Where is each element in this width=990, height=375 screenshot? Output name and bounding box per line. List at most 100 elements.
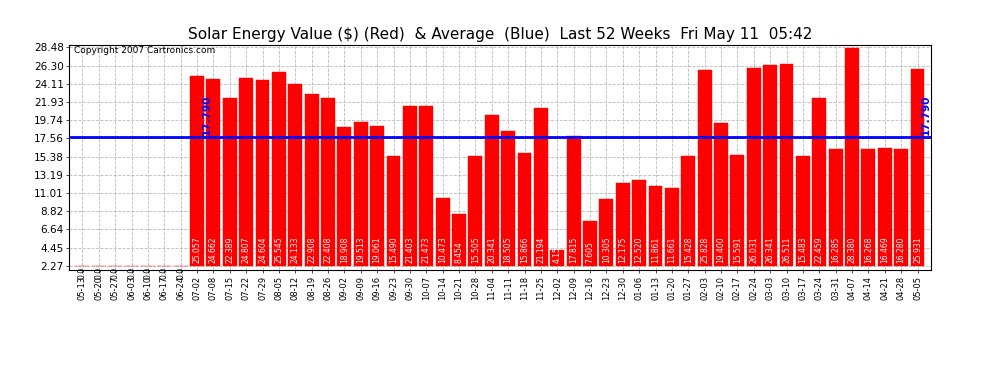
Text: 21.473: 21.473 [422, 237, 431, 263]
Bar [796, 156, 810, 266]
Bar [681, 156, 695, 266]
Text: 25.931: 25.931 [913, 237, 922, 263]
Text: 17.815: 17.815 [569, 237, 578, 263]
Text: 0.0: 0.0 [78, 267, 87, 279]
Text: 16.280: 16.280 [897, 237, 906, 263]
Bar [583, 221, 597, 266]
Bar [338, 127, 351, 266]
Text: 24.662: 24.662 [209, 237, 218, 263]
Bar [714, 123, 728, 266]
Text: 0.0: 0.0 [111, 267, 120, 279]
Text: 16.268: 16.268 [864, 237, 873, 263]
Text: 12.175: 12.175 [619, 237, 628, 263]
Bar [321, 98, 335, 266]
Text: 0.0: 0.0 [176, 267, 185, 279]
Bar [207, 79, 221, 266]
Bar [746, 68, 760, 266]
Text: 16.469: 16.469 [880, 237, 889, 263]
Bar [436, 198, 449, 266]
Text: 24.807: 24.807 [242, 237, 250, 263]
Bar [452, 214, 466, 266]
Text: 25.545: 25.545 [274, 237, 283, 263]
Bar [272, 72, 286, 266]
Text: 24.604: 24.604 [258, 237, 267, 263]
Bar [403, 106, 417, 266]
Text: 21.194: 21.194 [537, 237, 545, 263]
Text: 26.031: 26.031 [749, 237, 758, 263]
Bar [305, 94, 319, 266]
Bar [534, 108, 547, 266]
Text: 8.454: 8.454 [454, 242, 463, 263]
Text: 0.0: 0.0 [94, 267, 103, 279]
Bar [861, 149, 875, 266]
Text: 15.490: 15.490 [389, 237, 398, 263]
Bar [386, 156, 401, 266]
Text: 19.061: 19.061 [372, 237, 381, 263]
Bar [845, 48, 859, 266]
Text: 22.459: 22.459 [815, 237, 824, 263]
Bar [599, 199, 614, 266]
Bar [698, 70, 712, 266]
Text: 7.605: 7.605 [585, 242, 595, 263]
Text: 15.505: 15.505 [471, 237, 480, 263]
Bar [633, 180, 646, 266]
Text: 22.408: 22.408 [324, 237, 333, 263]
Bar [731, 155, 744, 266]
Text: 21.403: 21.403 [405, 237, 415, 263]
Bar [812, 98, 827, 266]
Bar [829, 149, 842, 266]
Text: 22.389: 22.389 [226, 237, 235, 263]
Text: 28.380: 28.380 [847, 237, 856, 263]
Bar [648, 186, 662, 266]
Text: 20.341: 20.341 [487, 237, 496, 263]
Bar [468, 156, 482, 266]
Bar [763, 65, 777, 266]
Bar [616, 183, 630, 266]
Text: 19.513: 19.513 [356, 237, 365, 263]
Text: 26.511: 26.511 [782, 237, 791, 263]
Bar [501, 130, 515, 266]
Text: 10.305: 10.305 [602, 237, 611, 263]
Title: Solar Energy Value ($) (Red)  & Average  (Blue)  Last 52 Weeks  Fri May 11  05:4: Solar Energy Value ($) (Red) & Average (… [188, 27, 812, 42]
Text: 4.153: 4.153 [552, 242, 561, 263]
Text: 15.591: 15.591 [733, 237, 742, 263]
Bar [485, 115, 499, 266]
Bar [878, 147, 892, 266]
Text: 26.341: 26.341 [765, 237, 774, 263]
Text: 18.505: 18.505 [504, 237, 513, 263]
Text: 15.866: 15.866 [520, 237, 529, 263]
Bar [665, 188, 679, 266]
Text: 15.428: 15.428 [684, 237, 693, 263]
Text: 12.520: 12.520 [635, 237, 644, 263]
Bar [518, 153, 532, 266]
Bar [566, 136, 580, 266]
Bar [190, 76, 204, 266]
Text: 19.400: 19.400 [717, 237, 726, 263]
Bar [223, 98, 237, 266]
Bar [288, 84, 302, 266]
Text: 16.285: 16.285 [832, 237, 841, 263]
Text: 0.0: 0.0 [127, 267, 136, 279]
Bar [420, 106, 434, 266]
Text: 22.908: 22.908 [307, 237, 316, 263]
Text: 15.483: 15.483 [798, 237, 808, 263]
Bar [894, 149, 908, 266]
Text: 17.790: 17.790 [202, 95, 212, 135]
Bar [779, 64, 793, 266]
Text: 11.661: 11.661 [667, 237, 676, 263]
Bar [255, 80, 269, 266]
Bar [911, 69, 925, 266]
Text: Copyright 2007 Cartronics.com: Copyright 2007 Cartronics.com [73, 46, 215, 55]
Bar [240, 78, 253, 266]
Bar [370, 126, 384, 266]
Bar [353, 122, 367, 266]
Text: 24.133: 24.133 [291, 237, 300, 263]
Text: 11.861: 11.861 [651, 237, 660, 263]
Text: 0.0: 0.0 [144, 267, 152, 279]
Text: 25.057: 25.057 [192, 237, 202, 263]
Text: 25.828: 25.828 [700, 237, 709, 263]
Text: 10.473: 10.473 [439, 237, 447, 263]
Bar [550, 250, 564, 266]
Text: 17.790: 17.790 [921, 95, 931, 135]
Text: 18.908: 18.908 [340, 237, 348, 263]
